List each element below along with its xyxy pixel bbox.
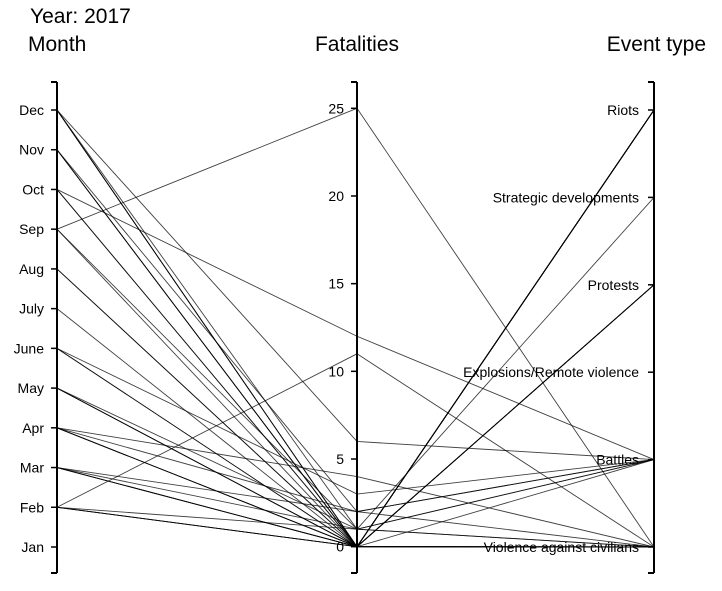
record-line — [56, 467, 655, 548]
record-lines — [56, 107, 655, 548]
tick-label-oct: Oct — [22, 181, 44, 197]
record-line — [56, 109, 655, 548]
tick-label-20: 20 — [328, 188, 344, 204]
record-line — [56, 109, 655, 548]
tick-label-5: 5 — [336, 451, 344, 467]
tick-label-apr: Apr — [22, 420, 44, 436]
record-line — [56, 109, 655, 548]
tick-label-dec: Dec — [19, 102, 44, 118]
tick-label-nov: Nov — [19, 142, 44, 158]
tick-label-battles: Battles — [596, 452, 639, 468]
axis-fatalities: Fatalities 0 5 10 15 20 25 — [315, 33, 399, 574]
tick-label-mar: Mar — [20, 460, 44, 476]
record-line — [56, 109, 655, 548]
record-line — [56, 109, 655, 548]
tick-label-explosions-remote-violence: Explosions/Remote violence — [463, 364, 639, 380]
record-line — [56, 109, 655, 548]
tick-label-feb: Feb — [20, 499, 44, 515]
record-line — [56, 109, 655, 548]
axis-title-month: Month — [28, 33, 86, 56]
record-line — [56, 109, 655, 548]
tick-label-10: 10 — [328, 363, 344, 379]
tick-label-july: July — [19, 301, 44, 317]
tick-label-0: 0 — [336, 539, 344, 555]
axis-month: Month Jan Feb Mar Apr May June July Aug Sep Oct Nov… — [14, 33, 86, 574]
tick-label-may: May — [18, 380, 44, 396]
record-line — [56, 109, 655, 548]
axis-event_type: Event type Violence against civilians Batt… — [463, 33, 706, 574]
axis-title-event_type: Event type — [607, 33, 706, 56]
record-line — [56, 109, 655, 548]
tick-label-15: 15 — [328, 276, 344, 292]
tick-label-violence-against-civilians: Violence against civilians — [484, 539, 639, 555]
axis-title-fatalities: Fatalities — [315, 33, 399, 56]
record-line — [56, 109, 655, 548]
record-line — [56, 107, 655, 548]
record-line — [56, 109, 655, 548]
record-line — [56, 353, 655, 548]
tick-label-riots: Riots — [607, 102, 639, 118]
record-line — [56, 387, 655, 548]
tick-label-strategic-developments: Strategic developments — [493, 189, 639, 205]
tick-label-june: June — [14, 340, 45, 356]
record-line — [56, 387, 655, 548]
tick-label-aug: Aug — [19, 261, 44, 277]
record-line — [56, 387, 655, 548]
record-line — [56, 109, 655, 548]
record-line — [56, 467, 655, 548]
tick-label-jan: Jan — [21, 539, 44, 555]
tick-label-protests: Protests — [588, 277, 639, 293]
tick-label-sep: Sep — [19, 221, 44, 237]
record-line — [56, 109, 655, 548]
chart-title: Year: 2017 — [30, 5, 131, 28]
tick-label-25: 25 — [328, 100, 344, 116]
axes: Month Jan Feb Mar Apr May June July Aug Sep Oct Nov… — [14, 33, 706, 574]
